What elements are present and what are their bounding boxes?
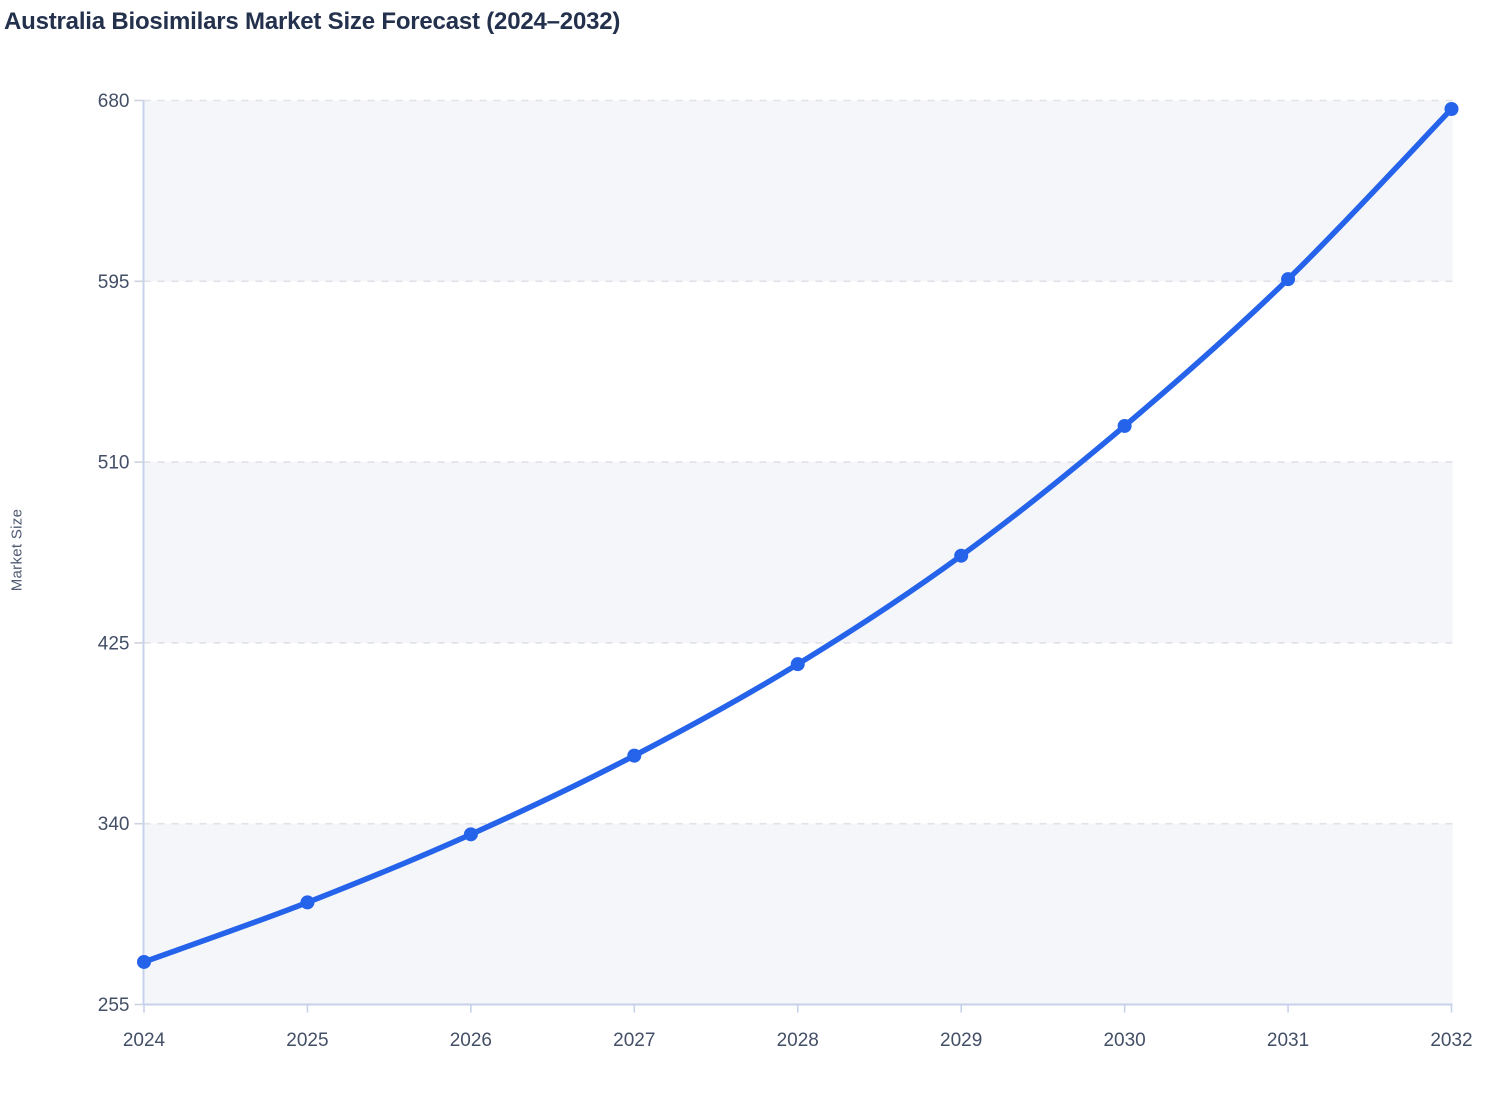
- x-tick-label: 2027: [613, 1030, 655, 1051]
- y-tick-label: 510: [98, 453, 130, 474]
- data-point-2029: [954, 548, 969, 563]
- x-tick-label: 2024: [123, 1030, 166, 1051]
- y-tick-label: 340: [98, 814, 130, 835]
- x-tick-label: 2031: [1267, 1030, 1309, 1051]
- data-point-2026: [463, 827, 478, 842]
- data-point-2030: [1117, 418, 1132, 433]
- x-tick-label: 2029: [940, 1030, 982, 1051]
- data-point-2032: [1444, 102, 1459, 117]
- chart-title: Australia Biosimilars Market Size Foreca…: [4, 8, 621, 35]
- y-tick-label: 595: [98, 272, 130, 293]
- y-tick-label: 255: [98, 995, 130, 1016]
- alt-band: [143, 462, 1453, 643]
- alt-band: [143, 823, 1453, 1005]
- data-point-2028: [790, 657, 805, 672]
- x-tick-label: 2025: [286, 1030, 328, 1051]
- data-point-2027: [627, 748, 642, 763]
- x-tick-label: 2026: [450, 1030, 492, 1051]
- data-point-2031: [1281, 272, 1296, 287]
- x-tick-label: 2028: [777, 1030, 819, 1051]
- data-point-2025: [300, 895, 315, 910]
- x-tick-label: 2032: [1430, 1030, 1472, 1051]
- data-point-2024: [137, 954, 151, 969]
- y-tick-label: 425: [98, 633, 130, 654]
- alt-band: [143, 100, 1453, 282]
- series-line: [141, 106, 1455, 965]
- y-tick-label: 680: [98, 91, 130, 112]
- x-tick-label: 2030: [1103, 1030, 1145, 1051]
